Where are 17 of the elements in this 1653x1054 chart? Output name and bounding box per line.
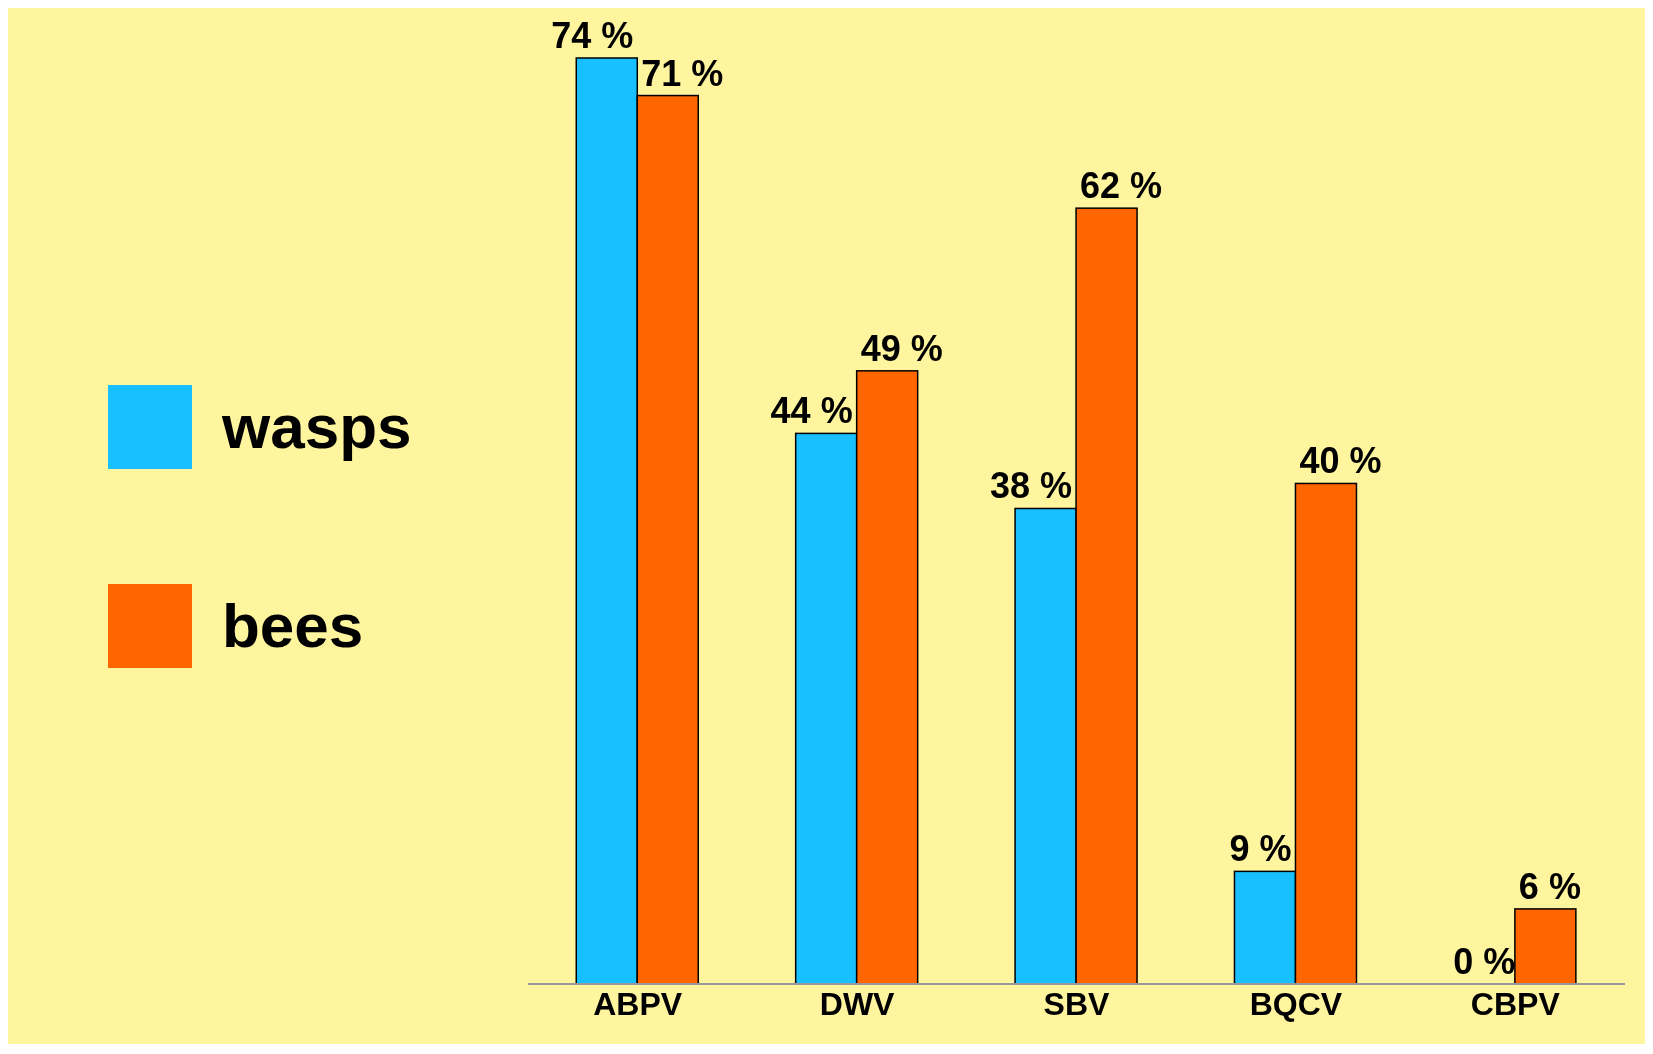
x-tick-label: BQCV — [1249, 985, 1343, 1022]
legend-label: bees — [222, 590, 364, 661]
data-label: 40 % — [1299, 440, 1382, 482]
data-label: 38 % — [990, 465, 1073, 507]
data-label: 44 % — [770, 390, 853, 432]
x-tick-label: DWV — [819, 985, 896, 1022]
x-tick-label: ABPV — [593, 985, 683, 1022]
x-tick-label: CBPV — [1470, 985, 1561, 1022]
data-label: 62 % — [1080, 165, 1163, 207]
x-tick-label: SBV — [1043, 985, 1111, 1022]
data-label: 49 % — [860, 327, 943, 369]
legend-label: wasps — [222, 391, 412, 462]
data-label: 9 % — [1229, 828, 1292, 870]
data-label: 71 % — [641, 52, 724, 94]
data-label: 6 % — [1518, 865, 1581, 907]
bar — [1514, 908, 1577, 985]
data-label: 74 % — [551, 15, 634, 56]
